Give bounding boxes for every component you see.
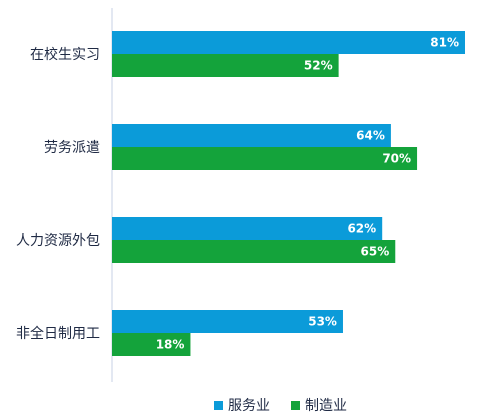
value-label-manufacturing-1: 70% (382, 152, 411, 166)
bar-manufacturing-1 (112, 147, 418, 170)
legend-swatch-manufacturing (291, 401, 300, 410)
legend: 服务业 制造业 (214, 398, 347, 414)
bar-service-0 (112, 31, 465, 54)
category-label-0: 在校生实习 (30, 46, 100, 63)
legend-label-service: 服务业 (228, 398, 270, 414)
bar-service-3 (112, 310, 343, 333)
bar-service-2 (112, 217, 383, 240)
value-label-manufacturing-2: 65% (361, 245, 390, 259)
category-label-2: 人力资源外包 (16, 233, 100, 249)
value-label-service-0: 81% (430, 36, 459, 50)
bars-group (112, 31, 465, 356)
value-labels-group: 81% 52% 64% 70% 62% 65% 53% 18% (156, 36, 459, 352)
category-label-3: 非全日制用工 (16, 325, 100, 342)
value-label-service-2: 62% (347, 222, 376, 236)
value-label-service-3: 53% (308, 315, 337, 329)
bar-manufacturing-0 (112, 54, 339, 77)
bar-manufacturing-3 (112, 333, 191, 356)
value-label-service-1: 64% (356, 129, 385, 143)
bar-service-1 (112, 124, 391, 147)
value-label-manufacturing-0: 52% (304, 59, 333, 73)
category-label-1: 劳务派遣 (44, 140, 100, 156)
legend-swatch-service (214, 401, 223, 410)
legend-label-manufacturing: 制造业 (305, 398, 347, 414)
bar-manufacturing-2 (112, 240, 396, 263)
value-label-manufacturing-3: 18% (156, 338, 185, 352)
